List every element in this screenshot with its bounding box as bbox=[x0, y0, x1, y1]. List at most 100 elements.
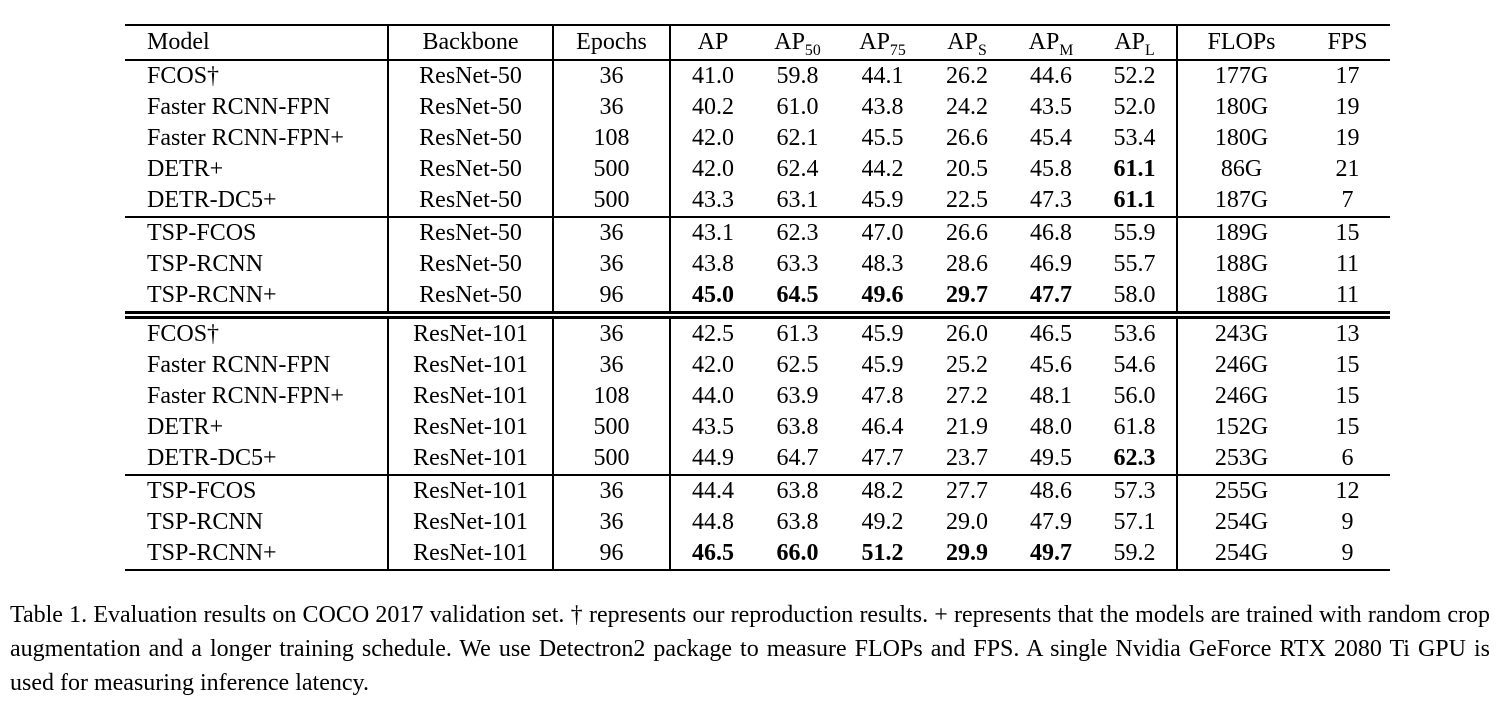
cell-epochs: 36 bbox=[553, 507, 671, 538]
cell-ap-75: 47.8 bbox=[861, 383, 904, 409]
header-subscript: L bbox=[1145, 41, 1155, 59]
cell-ap-75: 49.2 bbox=[861, 509, 904, 535]
cell-backbone: ResNet-50 bbox=[388, 92, 554, 123]
cell-ap-s: 24.2 bbox=[946, 94, 988, 120]
table-row: FCOS† ResNet-101 36 42.5 61.3 45.9 26.0 46.5 53.… bbox=[125, 315, 1390, 350]
cell-ap-75: 43.8 bbox=[861, 94, 904, 120]
table-group-4: TSP-FCOS ResNet-101 36 44.4 63.8 48.2 27.7 48.6… bbox=[125, 475, 1390, 570]
cell-model: Faster RCNN-FPN bbox=[125, 350, 389, 381]
cell-ap-75: 49.6 bbox=[861, 282, 904, 308]
cell-ap-l: 61.1 bbox=[1093, 185, 1178, 217]
cell-ap: 43.3 bbox=[692, 187, 734, 213]
cell-backbone: ResNet-101 bbox=[388, 315, 554, 350]
cell-ap-s: 26.0 bbox=[946, 321, 988, 347]
cell-ap-m: 49.7 bbox=[1030, 540, 1072, 566]
cell-ap: 46.5 bbox=[692, 540, 734, 566]
cell-backbone: ResNet-50 bbox=[388, 249, 554, 280]
cell-fps: 11 bbox=[1335, 251, 1360, 277]
cell-fps: 21 bbox=[1335, 156, 1360, 182]
cell-ap-s: 26.6 bbox=[946, 125, 988, 151]
table-row: DETR+ ResNet-101 500 43.5 63.8 46.4 21.9 48.0 61… bbox=[125, 412, 1390, 443]
cell-ap-50: 62.4 bbox=[776, 156, 819, 182]
results-table: Model Backbone Epochs AP AP50 AP75 APS APM APL FL… bbox=[125, 24, 1390, 571]
column-header-ap-s: APS bbox=[947, 29, 987, 59]
cell-ap-75: 45.9 bbox=[861, 352, 904, 378]
table-row: FCOS† ResNet-50 36 41.0 59.8 44.1 26.2 44.6 52.2… bbox=[125, 60, 1390, 92]
cell-ap-50: 63.8 bbox=[776, 478, 819, 504]
table-row: TSP-FCOS ResNet-50 36 43.1 62.3 47.0 26.6 46.8 5… bbox=[125, 217, 1390, 249]
cell-model: DETR+ bbox=[125, 412, 389, 443]
cell-ap-l: 53.6 bbox=[1093, 315, 1178, 350]
cell-fps: 13 bbox=[1335, 321, 1360, 347]
cell-ap-s: 20.5 bbox=[946, 156, 988, 182]
column-header-ap-75: AP75 bbox=[859, 29, 906, 59]
header-subscript: S bbox=[977, 41, 987, 59]
cell-backbone: ResNet-50 bbox=[388, 280, 554, 315]
cell-ap-l: 61.8 bbox=[1093, 412, 1178, 443]
cell-ap-75: 46.4 bbox=[861, 414, 904, 440]
cell-model: Faster RCNN-FPN+ bbox=[125, 381, 389, 412]
cell-ap: 40.2 bbox=[692, 94, 734, 120]
table-row: TSP-FCOS ResNet-101 36 44.4 63.8 48.2 27.7 48.6… bbox=[125, 475, 1390, 507]
cell-ap: 44.4 bbox=[692, 478, 734, 504]
cell-ap-l: 55.7 bbox=[1093, 249, 1178, 280]
cell-flops: 187G bbox=[1214, 187, 1269, 213]
cell-flops: 86G bbox=[1220, 156, 1263, 182]
cell-ap-l: 57.1 bbox=[1093, 507, 1178, 538]
cell-ap-75: 47.0 bbox=[861, 220, 904, 246]
cell-model: FCOS† bbox=[125, 60, 389, 92]
table-row: DETR-DC5+ ResNet-50 500 43.3 63.1 45.9 22.5 47.… bbox=[125, 185, 1390, 217]
cell-ap: 43.5 bbox=[692, 414, 734, 440]
column-header-backbone: Backbone bbox=[388, 25, 554, 60]
table-group-3: FCOS† ResNet-101 36 42.5 61.3 45.9 26.0 46.5 53.… bbox=[125, 315, 1390, 475]
cell-ap-l: 56.0 bbox=[1093, 381, 1178, 412]
column-header-flops: FLOPs bbox=[1207, 29, 1276, 55]
cell-ap-75: 45.9 bbox=[861, 187, 904, 213]
cell-fps: 19 bbox=[1335, 94, 1360, 120]
cell-model: DETR-DC5+ bbox=[125, 443, 389, 475]
cell-ap-s: 26.6 bbox=[946, 220, 988, 246]
table-row: Faster RCNN-FPN ResNet-101 36 42.0 62.5 45.9 2… bbox=[125, 350, 1390, 381]
cell-model: DETR+ bbox=[125, 154, 389, 185]
cell-ap-50: 64.5 bbox=[776, 282, 819, 308]
table-row: Faster RCNN-FPN ResNet-50 36 40.2 61.0 43.8 24… bbox=[125, 92, 1390, 123]
cell-ap-75: 47.7 bbox=[861, 445, 904, 471]
column-header-ap-m: APM bbox=[1028, 29, 1074, 59]
cell-epochs: 36 bbox=[553, 92, 671, 123]
cell-flops: 189G bbox=[1214, 220, 1269, 246]
results-table-head: Model Backbone Epochs AP AP50 AP75 APS APM APL FL… bbox=[125, 25, 1390, 60]
cell-flops: 180G bbox=[1214, 125, 1269, 151]
cell-ap-50: 62.5 bbox=[776, 352, 819, 378]
cell-flops: 254G bbox=[1214, 540, 1269, 566]
cell-model: FCOS† bbox=[125, 315, 389, 350]
column-header-ap-50: AP50 bbox=[774, 29, 821, 59]
cell-backbone: ResNet-50 bbox=[388, 185, 554, 217]
cell-ap-50: 62.1 bbox=[776, 125, 819, 151]
cell-fps: 15 bbox=[1335, 414, 1360, 440]
cell-epochs: 36 bbox=[553, 60, 671, 92]
cell-fps: 12 bbox=[1335, 478, 1360, 504]
cell-backbone: ResNet-101 bbox=[388, 412, 554, 443]
cell-ap-m: 47.7 bbox=[1030, 282, 1072, 308]
cell-ap-s: 29.9 bbox=[946, 540, 988, 566]
cell-fps: 9 bbox=[1341, 540, 1354, 566]
cell-ap-l: 55.9 bbox=[1093, 217, 1178, 249]
cell-fps: 15 bbox=[1335, 383, 1360, 409]
cell-ap-75: 48.3 bbox=[861, 251, 904, 277]
cell-epochs: 36 bbox=[553, 249, 671, 280]
cell-ap-m: 45.8 bbox=[1030, 156, 1072, 182]
table-row: Faster RCNN-FPN+ ResNet-50 108 42.0 62.1 45.5… bbox=[125, 123, 1390, 154]
cell-ap-75: 51.2 bbox=[861, 540, 904, 566]
cell-fps: 7 bbox=[1341, 187, 1354, 213]
cell-ap-50: 63.9 bbox=[776, 383, 819, 409]
cell-backbone: ResNet-50 bbox=[388, 217, 554, 249]
cell-fps: 15 bbox=[1335, 220, 1360, 246]
cell-ap-m: 47.9 bbox=[1030, 509, 1072, 535]
cell-flops: 177G bbox=[1214, 63, 1269, 89]
cell-model: TSP-RCNN bbox=[125, 507, 389, 538]
cell-ap-50: 63.8 bbox=[776, 509, 819, 535]
column-header-ap: AP bbox=[697, 29, 729, 55]
cell-backbone: ResNet-101 bbox=[388, 350, 554, 381]
cell-ap-l: 52.0 bbox=[1093, 92, 1178, 123]
cell-ap-75: 45.5 bbox=[861, 125, 904, 151]
